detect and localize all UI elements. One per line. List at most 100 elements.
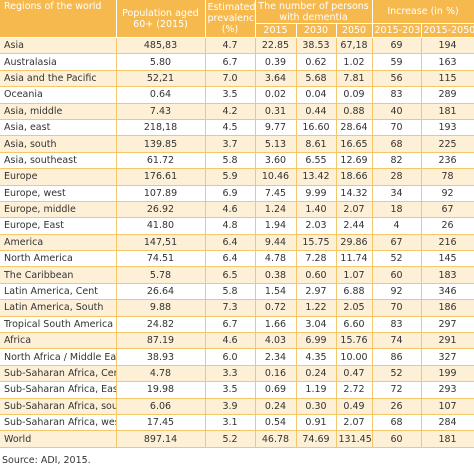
cell-prevalence: 6.5: [205, 266, 256, 284]
cell-2030: 4.35: [296, 348, 337, 366]
cell-2050: 11.74: [336, 250, 373, 268]
cell-prevalence: 5.9: [205, 168, 256, 186]
cell-2050: 28.64: [336, 119, 373, 137]
cell-2015: 1.54: [255, 283, 297, 301]
cell-2015: 0.54: [255, 414, 297, 432]
cell-prevalence: 6.9: [205, 185, 256, 202]
cell-2030: 0.62: [296, 53, 337, 71]
header-increase-group: Increase (in %): [372, 0, 474, 25]
cell-increase-2015-2030: 67: [372, 234, 422, 252]
cell-2050: 18.66: [336, 168, 373, 186]
cell-2015: 0.69: [255, 381, 297, 399]
table-row: Latin America, South 9.88 7.3 0.72 1.22 2.05 7…: [0, 299, 474, 317]
cell-prevalence: 6.7: [205, 316, 256, 334]
cell-2030: 0.04: [296, 86, 337, 104]
cell-increase-2015-2030: 68: [372, 414, 422, 432]
table-row: Asia and the Pacific 52,21 7.0 3.64 5.68 7.81…: [0, 70, 474, 88]
cell-2015: 10.46: [255, 168, 297, 186]
cell-increase-2015-2050: 327: [421, 348, 474, 366]
cell-increase-2015-2030: 70: [372, 119, 422, 137]
table-row: The Caribbean 5.78 6.5 0.38 0.60 1.07 60 183: [0, 266, 474, 284]
cell-region: Asia, southeast: [0, 152, 117, 170]
cell-increase-2015-2050: 186: [421, 299, 474, 317]
cell-increase-2015-2050: 346: [421, 283, 474, 301]
cell-prevalence: 3.9: [205, 398, 256, 415]
cell-increase-2015-2050: 199: [421, 365, 474, 383]
cell-increase-2015-2050: 92: [421, 185, 474, 202]
table-row: Latin America, Cent 26.64 5.8 1.54 2.97 6.88 9…: [0, 283, 474, 301]
cell-2050: 2.44: [336, 217, 373, 235]
cell-2050: 6.88: [336, 283, 373, 301]
cell-prevalence: 4.6: [205, 201, 256, 219]
cell-2030: 16.60: [296, 119, 337, 137]
cell-prevalence: 4.7: [205, 37, 256, 55]
cell-2015: 1.24: [255, 201, 297, 219]
cell-2015: 1.94: [255, 217, 297, 235]
cell-2015: 46.78: [255, 430, 297, 448]
cell-increase-2015-2030: 83: [372, 316, 422, 334]
header-prevalence: Estimated prevalence (%): [205, 0, 256, 38]
cell-prevalence: 6.0: [205, 348, 256, 366]
cell-region: Latin America, Cent: [0, 283, 117, 301]
cell-prevalence: 3.7: [205, 135, 256, 153]
cell-population: 41.80: [116, 217, 206, 235]
cell-2030: 0.60: [296, 266, 337, 284]
header-population: Population aged 60+ (2015): [116, 0, 206, 38]
cell-2030: 1.22: [296, 299, 337, 317]
table-row: Europe, west 107.89 6.9 7.45 9.99 14.32 34 92: [0, 185, 474, 202]
cell-region: Sub-Saharan Africa, west: [0, 414, 117, 432]
cell-increase-2015-2050: 216: [421, 234, 474, 252]
cell-population: 17.45: [116, 414, 206, 432]
cell-2050: 1.02: [336, 53, 373, 71]
cell-region: Asia, south: [0, 135, 117, 153]
cell-2030: 6.99: [296, 332, 337, 350]
cell-increase-2015-2030: 68: [372, 135, 422, 153]
table-row: Tropical South America 24.82 6.7 1.66 3.04 6.…: [0, 316, 474, 334]
cell-population: 19.98: [116, 381, 206, 399]
cell-2015: 0.24: [255, 398, 297, 415]
cell-2030: 13.42: [296, 168, 337, 186]
cell-2015: 9.77: [255, 119, 297, 137]
table-row: Asia, middle 7.43 4.2 0.31 0.44 0.88 40 181: [0, 103, 474, 120]
cell-2015: 5.13: [255, 135, 297, 153]
source-note: Source: ADI, 2015.: [2, 455, 91, 466]
cell-population: 74.51: [116, 250, 206, 268]
cell-increase-2015-2050: 297: [421, 316, 474, 334]
cell-increase-2015-2030: 83: [372, 86, 422, 104]
cell-population: 139.85: [116, 135, 206, 153]
cell-2015: 0.16: [255, 365, 297, 383]
cell-increase-2015-2050: 163: [421, 53, 474, 71]
cell-region: Europe: [0, 168, 117, 186]
cell-increase-2015-2050: 289: [421, 86, 474, 104]
cell-prevalence: 7.0: [205, 70, 256, 88]
cell-increase-2015-2050: 181: [421, 430, 474, 448]
header-increase-2015-2030: 2015-2030: [372, 23, 422, 38]
header-2030: 2030: [296, 23, 337, 38]
table-body: Asia 485,83 4.7 22.85 38.53 67,18 69 194 Austral…: [0, 37, 474, 448]
cell-population: 7.43: [116, 103, 206, 120]
cell-population: 107.89: [116, 185, 206, 202]
cell-2015: 0.02: [255, 86, 297, 104]
table-row: Asia, south 139.85 3.7 5.13 8.61 16.65 68 225: [0, 135, 474, 153]
table-row: Asia, east 218,18 4.5 9.77 16.60 28.64 70 193: [0, 119, 474, 137]
cell-2015: 1.66: [255, 316, 297, 334]
cell-population: 6.06: [116, 398, 206, 415]
cell-region: World: [0, 430, 117, 448]
cell-prevalence: 7.3: [205, 299, 256, 317]
cell-2015: 4.78: [255, 250, 297, 268]
cell-population: 26.92: [116, 201, 206, 219]
cell-increase-2015-2050: 225: [421, 135, 474, 153]
cell-increase-2015-2030: 52: [372, 365, 422, 383]
cell-increase-2015-2050: 284: [421, 414, 474, 432]
cell-increase-2015-2030: 69: [372, 37, 422, 55]
cell-population: 897.14: [116, 430, 206, 448]
cell-2015: 0.31: [255, 103, 297, 120]
cell-population: 0.64: [116, 86, 206, 104]
table-row: World 897.14 5.2 46.78 74.69 131.45 60 181: [0, 430, 474, 448]
cell-increase-2015-2050: 115: [421, 70, 474, 88]
cell-increase-2015-2030: 60: [372, 430, 422, 448]
cell-region: Asia, middle: [0, 103, 117, 120]
cell-2050: 10.00: [336, 348, 373, 366]
cell-population: 176.61: [116, 168, 206, 186]
cell-region: Asia, east: [0, 119, 117, 137]
